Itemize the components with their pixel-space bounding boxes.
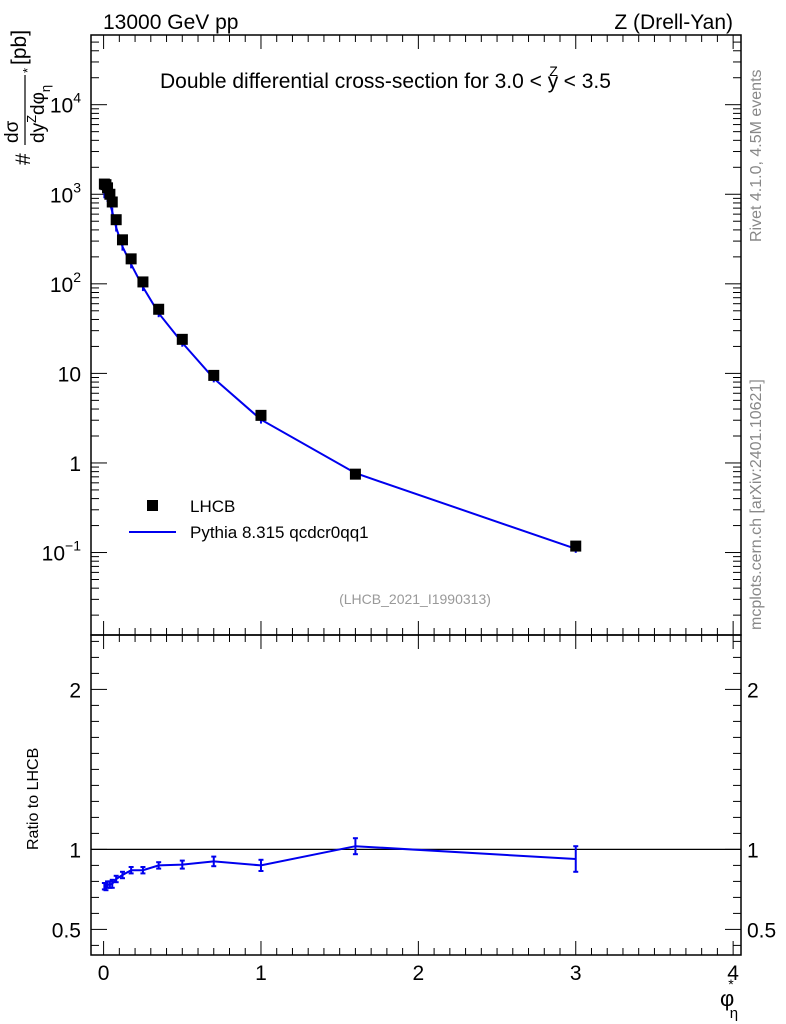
- ytick-label: 103: [50, 179, 81, 207]
- ytick-label: 10: [58, 363, 81, 386]
- data-point: [116, 234, 128, 246]
- xtick-label: 2: [413, 962, 425, 985]
- data-point: [255, 409, 267, 421]
- ratio-ytick-label-left: 0.5: [52, 919, 81, 942]
- ylabel-hash: #: [12, 153, 35, 165]
- data-point: [153, 303, 165, 315]
- data-point: [102, 182, 114, 194]
- ytick-label: 102: [50, 269, 81, 297]
- plot-title-pre: Double differential cross-section for 3.…: [160, 70, 548, 93]
- ytick-label: 1: [69, 453, 81, 476]
- ylabel-num: dσ: [2, 120, 23, 143]
- data-point: [104, 188, 116, 200]
- ratio-line: [103, 845, 576, 889]
- plot-title-post: < 3.5: [558, 70, 611, 93]
- ratio-ylabel: Ratio to LHCB: [25, 748, 42, 850]
- ytick-label: 10−1: [42, 538, 82, 566]
- data-point: [110, 214, 122, 226]
- xtick-label: 1: [255, 962, 267, 985]
- ylabel-unit: [pb]: [8, 30, 31, 65]
- xtick-labels: 0 1 2 3 4: [98, 962, 740, 985]
- data-point: [176, 333, 188, 345]
- analysis-id: (LHCB_2021_I1990313): [339, 591, 491, 607]
- ratio-ytick-label-left: 1: [69, 839, 81, 862]
- ratio-axis-ticks: [91, 640, 741, 946]
- legend-data-marker: [147, 500, 158, 511]
- mc-series-main: [103, 190, 577, 553]
- legend-data-label: LHCB: [190, 497, 235, 516]
- mcplots-label: mcplots.cern.ch [arXiv:2401.10621]: [748, 379, 765, 630]
- ratio-panel-frame: [90, 634, 742, 956]
- rivet-label: Rivet 4.1.0, 4.5M events: [748, 69, 765, 242]
- mc-line: [103, 193, 577, 550]
- main-ylabel: # dσ dyZdφη * [pb]: [2, 30, 53, 165]
- mc-series-ratio: [101, 837, 579, 892]
- ratio-ytick-label-right: 0.5: [747, 919, 776, 942]
- header-left: 13000 GeV pp: [103, 11, 238, 34]
- xtick-label: 0: [98, 962, 110, 985]
- data-point: [349, 468, 361, 480]
- ratio-ytick-labels: 0.5 0.5 1 1 2 2: [52, 679, 776, 942]
- ytick-label: 104: [50, 90, 81, 118]
- plot-title: Double differential cross-section for 3.…: [160, 63, 611, 93]
- plot-title-var: y: [548, 70, 559, 93]
- main-panel-frame: [90, 34, 742, 636]
- data-point: [137, 276, 149, 288]
- xtick-label: 4: [727, 962, 739, 985]
- xtick-label: 3: [570, 962, 582, 985]
- data-point: [570, 540, 582, 552]
- ylabel-star: *: [20, 68, 35, 73]
- data-series-main: [98, 178, 582, 552]
- ratio-ytick-label-right: 2: [747, 679, 759, 702]
- header-right: Z (Drell-Yan): [614, 11, 733, 34]
- ylabel-den: dyZdφη: [24, 85, 53, 143]
- legend-mc-label: Pythia 8.315 qcdcr0qq1: [190, 523, 369, 542]
- xlabel: φ* η: [720, 976, 738, 1022]
- plot-title-sup: Z: [549, 63, 558, 79]
- ratio-ytick-label-left: 2: [69, 679, 81, 702]
- data-point: [106, 196, 118, 208]
- main-axis-ticks: [91, 34, 741, 955]
- data-point: [208, 369, 220, 381]
- ratio-ytick-label-right: 1: [747, 839, 759, 862]
- legend: LHCB Pythia 8.315 qcdcr0qq1: [129, 497, 369, 542]
- data-point: [125, 253, 137, 265]
